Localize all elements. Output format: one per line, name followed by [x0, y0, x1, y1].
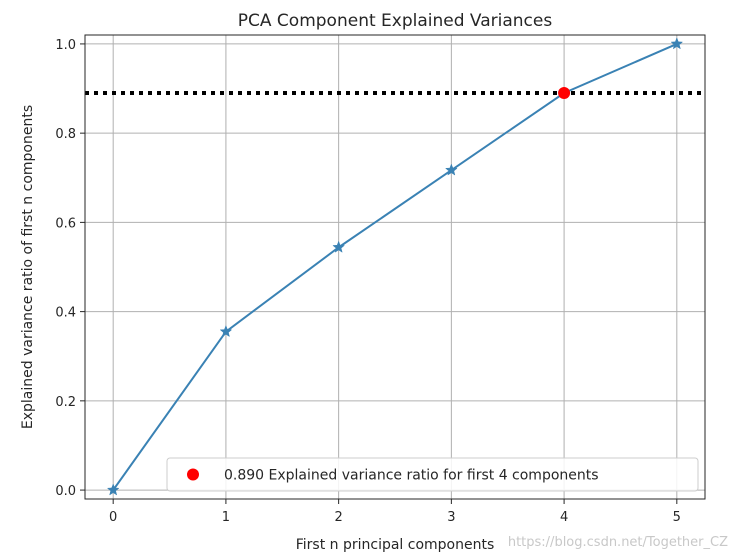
legend-box — [166, 457, 699, 492]
x-tick-label: 1 — [222, 510, 230, 525]
highlight-point — [558, 87, 571, 99]
data-point-star — [219, 325, 233, 338]
chart-title: PCA Component Explained Variances — [238, 11, 553, 31]
plot-frame — [84, 34, 706, 500]
y-tick-label: 0.0 — [55, 484, 76, 499]
y-tick-label: 0.8 — [55, 127, 76, 142]
y-axis-label: Explained variance ratio of first n comp… — [20, 105, 36, 429]
legend-label: 0.890 Explained variance ratio for first… — [224, 468, 599, 484]
series-line — [112, 43, 678, 491]
data-point-star — [445, 163, 458, 176]
x-tick-label: 4 — [560, 510, 568, 525]
series-markers — [106, 37, 684, 496]
axis-ticks: 0 1 2 3 4 5 0.0 0.2 0.4 0.6 0.8 1.0 — [55, 38, 681, 525]
x-tick-label: 2 — [334, 510, 342, 525]
x-tick-label: 3 — [447, 510, 455, 525]
data-point-star — [332, 240, 345, 253]
y-tick-label: 1.0 — [55, 38, 76, 53]
grid — [85, 35, 705, 499]
legend-marker — [187, 468, 199, 481]
watermark: https://blog.csdn.net/Together_CZ — [508, 535, 728, 550]
x-tick-label: 0 — [109, 510, 117, 525]
x-tick-label: 5 — [673, 510, 681, 525]
data-point-star — [106, 483, 120, 496]
y-tick-label: 0.6 — [55, 216, 76, 231]
data-point-star — [670, 37, 684, 50]
legend: 0.890 Explained variance ratio for first… — [166, 457, 699, 492]
y-tick-label: 0.2 — [55, 395, 76, 410]
x-axis-label: First n principal components — [296, 537, 495, 553]
y-tick-label: 0.4 — [55, 306, 76, 321]
